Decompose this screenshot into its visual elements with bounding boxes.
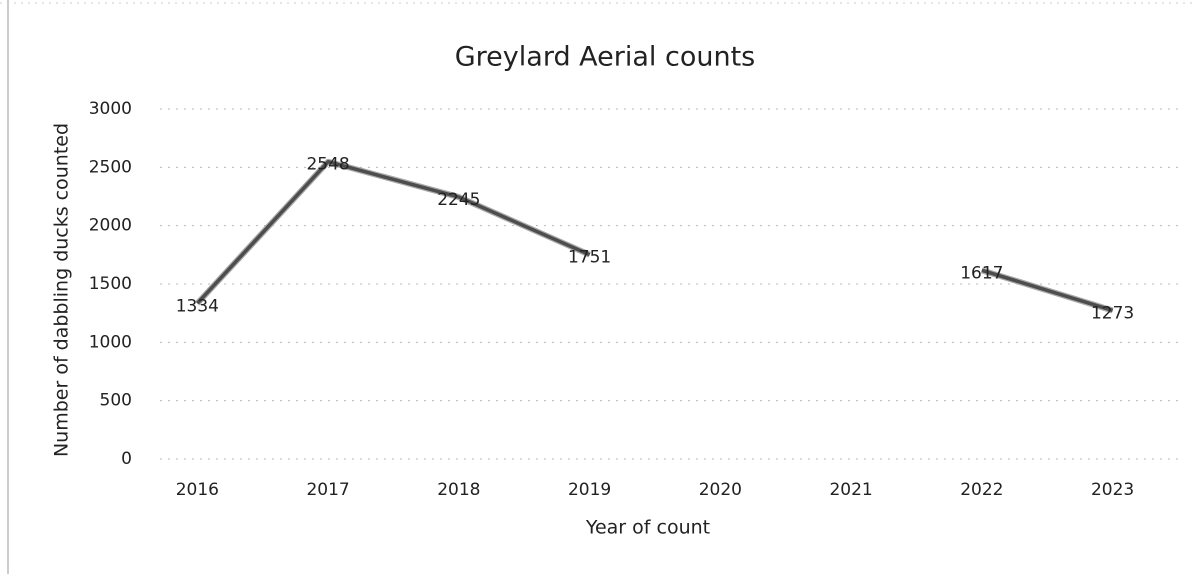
y-tick-label: 500 bbox=[100, 391, 132, 411]
line bbox=[196, 159, 1114, 313]
y-tick-label: 0 bbox=[121, 449, 132, 469]
x-tick-label: 2016 bbox=[176, 480, 219, 500]
data-label: 2548 bbox=[306, 155, 349, 175]
x-tick-label: 2019 bbox=[568, 480, 611, 500]
y-tick-label: 3000 bbox=[89, 99, 132, 119]
x-tick-label: 2020 bbox=[699, 480, 742, 500]
data-label: 1273 bbox=[1091, 303, 1134, 323]
y-tick-label: 1000 bbox=[89, 332, 132, 352]
x-axis-label: Year of count bbox=[585, 517, 710, 539]
y-tick-label: 2000 bbox=[89, 216, 132, 236]
y-axis-label: Number of dabbling ducks counted bbox=[51, 123, 73, 457]
x-tick-label: 2021 bbox=[829, 480, 872, 500]
line-outline bbox=[195, 158, 1114, 314]
data-label: 2245 bbox=[437, 190, 480, 210]
x-tick-label: 2018 bbox=[437, 480, 480, 500]
y-tick-label: 2500 bbox=[89, 157, 132, 177]
chart-title: Greylard Aerial counts bbox=[455, 42, 756, 73]
x-tick-label: 2017 bbox=[306, 480, 349, 500]
x-tick-label: 2023 bbox=[1091, 480, 1134, 500]
data-label: 1334 bbox=[176, 296, 219, 316]
data-label: 1617 bbox=[960, 263, 1003, 283]
data-label: 1751 bbox=[568, 248, 611, 268]
x-tick-label: 2022 bbox=[960, 480, 1003, 500]
y-tick-label: 1500 bbox=[89, 274, 132, 294]
